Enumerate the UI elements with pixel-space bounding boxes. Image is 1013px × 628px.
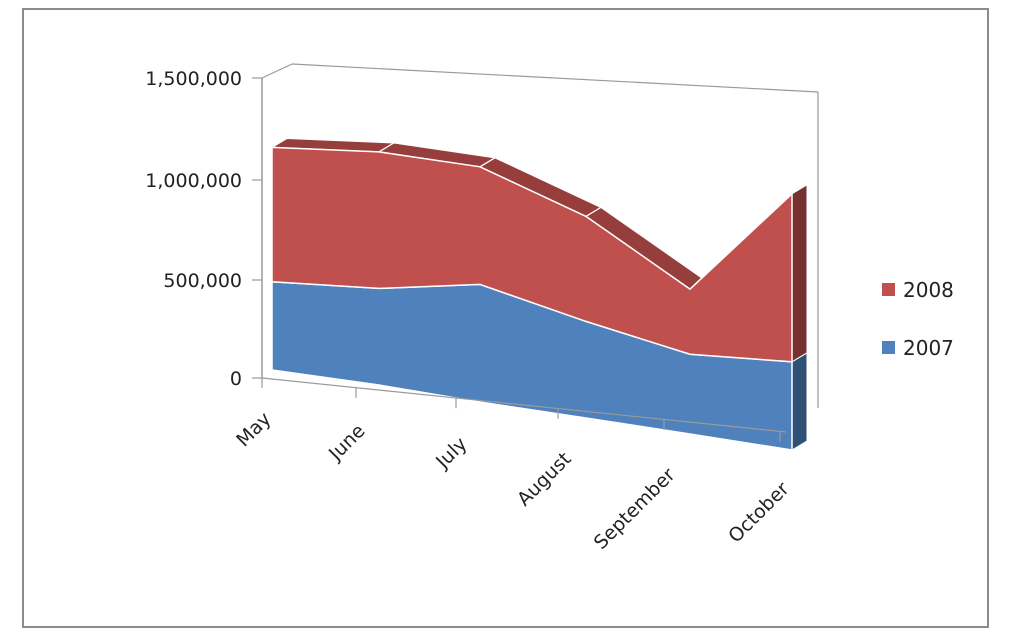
series-2007-side-cap xyxy=(792,353,807,450)
plot-areas xyxy=(272,138,807,450)
back-wall-top-edge xyxy=(292,64,818,92)
y-tick-label: 500,000 xyxy=(163,270,242,292)
x-tick-label-july: July xyxy=(431,433,471,473)
legend-label-2008: 2008 xyxy=(903,278,954,302)
y-tick-label: 0 xyxy=(230,368,242,390)
legend: 2008 2007 xyxy=(882,278,954,360)
series-2008-side-cap xyxy=(792,185,807,362)
legend-swatch-2008 xyxy=(882,283,895,296)
x-tick-label-september: September xyxy=(590,464,680,554)
y-tick-label: 1,500,000 xyxy=(145,68,242,90)
legend-label-2007: 2007 xyxy=(903,336,954,360)
y-axis-top-edge xyxy=(262,64,292,78)
legend-swatch-2007 xyxy=(882,341,895,354)
x-tick-label-may: May xyxy=(232,408,275,451)
x-tick-label-august: August xyxy=(513,448,576,511)
x-tick-label-october: October xyxy=(724,478,793,547)
y-axis-tick-labels: 0 500,000 1,000,000 1,500,000 xyxy=(145,68,242,390)
x-tick-label-june: June xyxy=(324,420,370,466)
y-tick-label: 1,000,000 xyxy=(145,170,242,192)
